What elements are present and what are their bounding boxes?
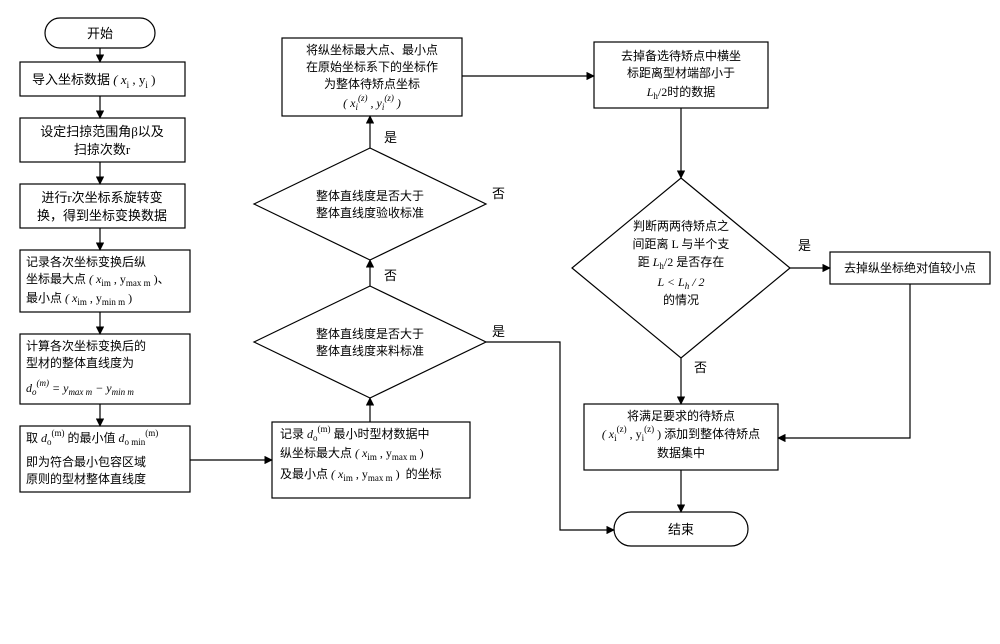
svg-text:数据集中: 数据集中 <box>657 445 705 460</box>
svg-text:间距离 L 与半个支: 间距离 L 与半个支 <box>633 236 730 251</box>
svg-text:为整体待矫点坐标: 为整体待矫点坐标 <box>324 76 420 91</box>
svg-text:标距离型材端部小于: 标距离型材端部小于 <box>627 65 735 80</box>
svg-text:进行r次坐标系旋转变: 进行r次坐标系旋转变 <box>41 190 162 205</box>
terminal-end-label: 结束 <box>668 522 694 537</box>
svg-text:坐标最大点 ( xim , ymax m )、: 坐标最大点 ( xim , ymax m )、 <box>26 272 170 288</box>
svg-text:整体直线度来料标准: 整体直线度来料标准 <box>316 343 424 358</box>
n5-formula: do(m) = ymax m − ymin m <box>26 378 134 397</box>
svg-text:是: 是 <box>492 324 505 339</box>
svg-text:距 Lh/2 是否存在: 距 Lh/2 是否存在 <box>638 255 725 271</box>
edge-d1-yes <box>486 342 614 530</box>
svg-text:Lh/2时的数据: Lh/2时的数据 <box>646 84 716 101</box>
svg-text:否: 否 <box>384 268 397 283</box>
terminal-start-label: 开始 <box>87 26 113 41</box>
svg-text:即为符合最小包容区域: 即为符合最小包容区域 <box>26 454 146 469</box>
svg-text:否: 否 <box>694 360 707 375</box>
svg-text:去掉纵坐标绝对值较小点: 去掉纵坐标绝对值较小点 <box>844 260 976 275</box>
decision-acceptance-std <box>254 148 486 260</box>
svg-text:换，得到坐标变换数据: 换，得到坐标变换数据 <box>37 208 167 223</box>
svg-text:取 do(m) 的最小值 do: 取 do(m) 的最小值 do min(m) <box>26 425 158 447</box>
svg-text:最小点 ( xim , ymin m ): 最小点 ( xim , ymin m ) <box>26 291 132 307</box>
svg-text:整体直线度验收标准: 整体直线度验收标准 <box>316 205 424 220</box>
svg-text:去掉备选待矫点中横坐: 去掉备选待矫点中横坐 <box>621 48 741 63</box>
decision-incoming-std <box>254 286 486 398</box>
svg-text:在原始坐标系下的坐标作: 在原始坐标系下的坐标作 <box>306 59 438 74</box>
svg-text:扫掠次数r: 扫掠次数r <box>74 142 131 157</box>
svg-text:是: 是 <box>384 130 397 145</box>
svg-text:型材的整体直线度为: 型材的整体直线度为 <box>26 355 134 370</box>
svg-text:纵坐标最大点 ( xim , ymax m ): 纵坐标最大点 ( xim , ymax m ) <box>280 446 424 462</box>
svg-text:否: 否 <box>492 186 505 201</box>
flowchart-svg: 开始 导入坐标数据 ( xi , yi ) 设定扫掠范围角β以及 扫掠次数r 进… <box>0 0 1000 644</box>
svg-text:整体直线度是否大于: 整体直线度是否大于 <box>316 326 424 341</box>
svg-text:( xi(z) , yi(z) ): ( xi(z) , yi(z) ) <box>343 93 401 112</box>
svg-text:( xi(z) , yi(z) ) 添加到整体待矫点: ( xi(z) , yi(z) ) 添加到整体待矫点 <box>602 424 760 443</box>
svg-text:记录 do(m) 最小时型材数据中: 记录 do(m) 最小时型材数据中 <box>280 421 430 443</box>
svg-text:判断两两待矫点之: 判断两两待矫点之 <box>633 218 729 233</box>
svg-text:的情况: 的情况 <box>663 292 699 307</box>
n1-text: 导入坐标数据 ( xi , yi ) <box>32 72 156 90</box>
svg-text:整体直线度是否大于: 整体直线度是否大于 <box>316 188 424 203</box>
svg-text:L < Lh / 2: L < Lh / 2 <box>656 275 704 291</box>
svg-text:原则的型材整体直线度: 原则的型材整体直线度 <box>26 471 146 486</box>
svg-text:计算各次坐标变换后的: 计算各次坐标变换后的 <box>26 338 146 353</box>
svg-text:是: 是 <box>798 238 811 253</box>
svg-text:及最小点 ( xim , ymax m ): 及最小点 ( xim , ymax m ) 的坐标 <box>280 466 442 483</box>
svg-text:记录各次坐标变换后纵: 记录各次坐标变换后纵 <box>26 254 146 269</box>
edge-n11-to-n10 <box>778 284 910 438</box>
svg-text:将满足要求的待矫点: 将满足要求的待矫点 <box>627 408 735 423</box>
svg-text:将纵坐标最大点、最小点: 将纵坐标最大点、最小点 <box>306 43 438 57</box>
svg-text:设定扫掠范围角β以及: 设定扫掠范围角β以及 <box>40 124 164 139</box>
